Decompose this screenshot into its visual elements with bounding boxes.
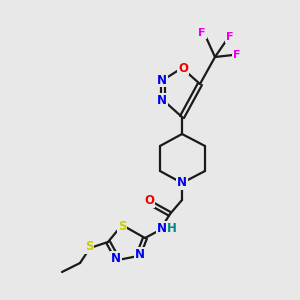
Text: N: N <box>157 94 167 106</box>
Text: H: H <box>167 221 177 235</box>
Text: F: F <box>226 32 234 42</box>
Text: O: O <box>144 194 154 208</box>
Text: N: N <box>111 251 121 265</box>
Text: S: S <box>118 220 126 232</box>
Text: O: O <box>178 61 188 74</box>
Text: N: N <box>157 74 167 86</box>
Text: N: N <box>177 176 187 190</box>
Text: F: F <box>198 28 206 38</box>
Text: N: N <box>157 221 167 235</box>
Text: S: S <box>85 241 93 254</box>
Text: N: N <box>135 248 145 260</box>
Text: F: F <box>233 50 241 60</box>
